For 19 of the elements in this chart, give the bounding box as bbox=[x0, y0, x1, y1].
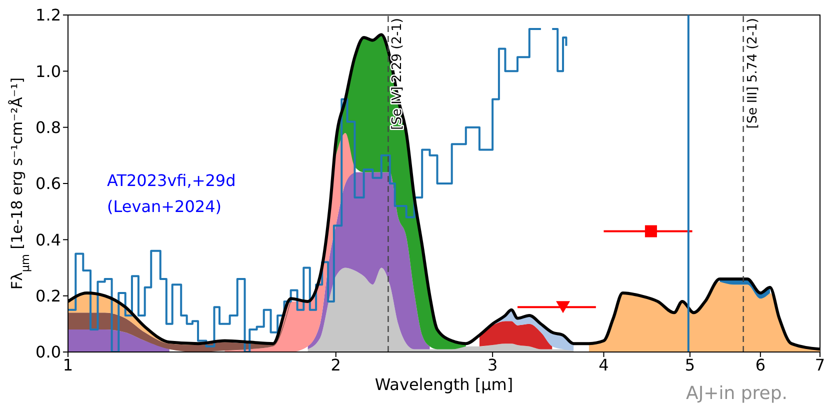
annotation: AT2023vfi,+29d bbox=[107, 171, 236, 190]
y-tick-label: 0.6 bbox=[36, 174, 61, 194]
y-tick-label: 0.4 bbox=[36, 230, 61, 250]
x-axis-title: Wavelength [μm] bbox=[374, 375, 514, 394]
annotation: (Levan+2024) bbox=[107, 197, 222, 216]
x-tick-label: 7 bbox=[814, 355, 826, 374]
text: AJ+in prep. bbox=[686, 383, 788, 404]
y-tick-label: 0.8 bbox=[36, 118, 61, 138]
x-tick-label: 1 bbox=[62, 355, 74, 374]
y-tick-label: 0.2 bbox=[36, 286, 61, 306]
x-tick-label: 6 bbox=[755, 355, 766, 374]
x-tick-label: 5 bbox=[684, 355, 696, 374]
y-tick-label: 1.2 bbox=[36, 6, 61, 25]
ref-line-label: [Se III] 5.74 (2-1) bbox=[745, 18, 760, 129]
y-tick-label: 0.0 bbox=[36, 342, 61, 362]
x-tick-label: 4 bbox=[598, 355, 609, 374]
y-tick-label: 1.0 bbox=[36, 62, 61, 81]
x-tick-label: 3 bbox=[487, 355, 498, 374]
x-tick-label: 2 bbox=[330, 355, 341, 374]
